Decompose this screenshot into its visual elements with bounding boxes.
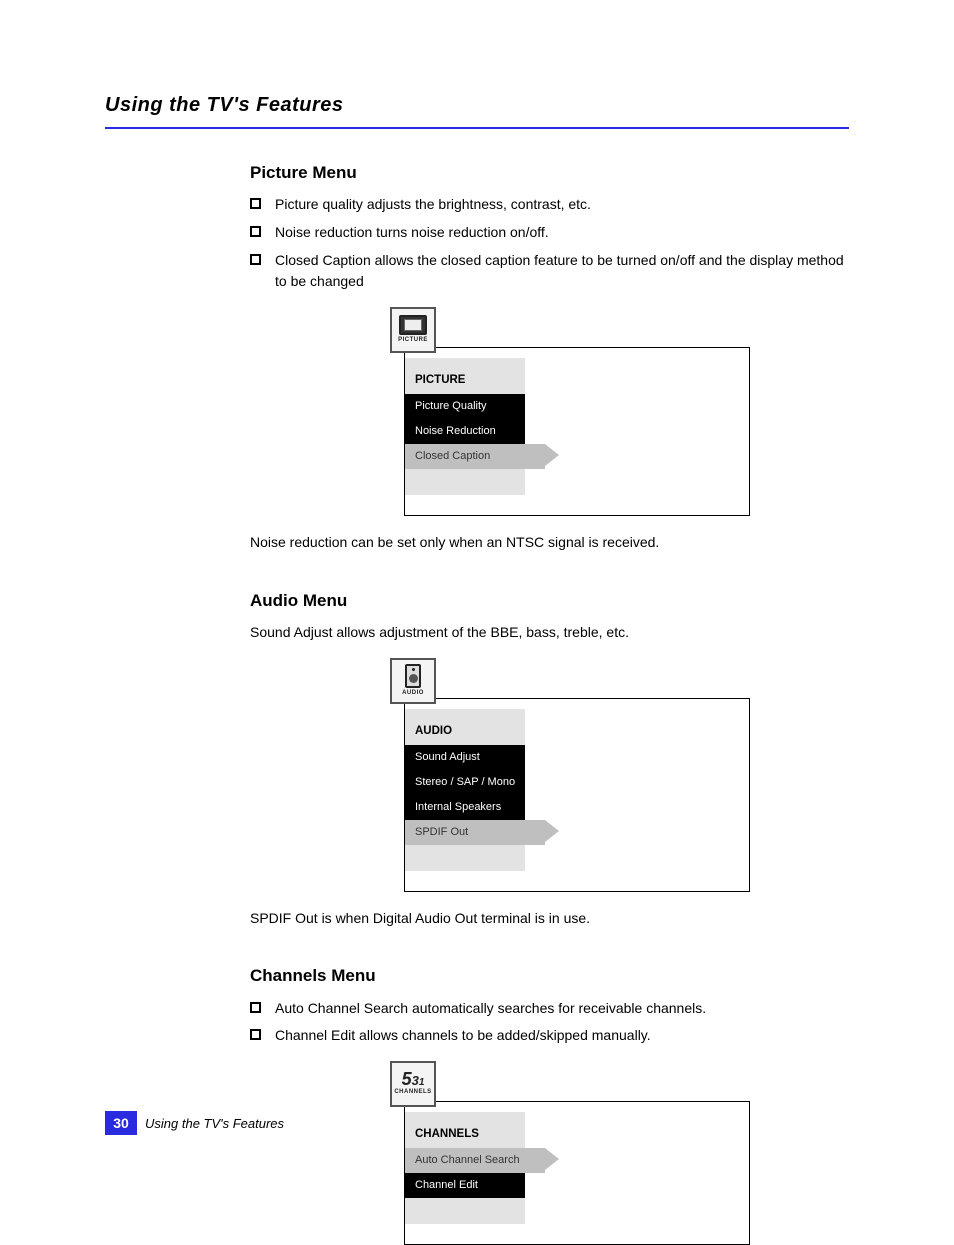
picture-icon-label: PICTURE: [398, 336, 428, 345]
channels-heading: Channels Menu: [250, 963, 849, 989]
picture-menu-figure: PICTURE PICTURE Picture Quality Noise Re…: [390, 307, 750, 516]
channels-numbers-icon: 531: [402, 1071, 425, 1087]
channels-menu-figure: 531 CHANNELS CHANNELS Auto Channel Searc…: [390, 1061, 750, 1245]
audio-menu-box: AUDIO Sound Adjust Stereo / SAP / Mono I…: [404, 698, 750, 892]
audio-note: SPDIF Out is when Digital Audio Out term…: [250, 908, 849, 930]
tv-icon: [399, 315, 427, 335]
channels-bullet-2: Channel Edit allows channels to be added…: [250, 1025, 849, 1047]
menu-item: Channel Edit: [405, 1173, 525, 1198]
menu-item: Noise Reduction: [405, 419, 525, 444]
menu-item: Internal Speakers: [405, 795, 525, 820]
bullet-text: Channel Edit allows channels to be added…: [275, 1025, 849, 1047]
channels-menu-box: CHANNELS Auto Channel Search Channel Edi…: [404, 1101, 750, 1245]
bullet-text: Auto Channel Search automatically search…: [275, 998, 849, 1020]
section-channels: Channels Menu Auto Channel Search automa…: [250, 963, 849, 1245]
picture-menu-sidebar: PICTURE Picture Quality Noise Reduction …: [405, 358, 525, 495]
header-title: Using the TV's Features: [105, 94, 849, 117]
audio-heading: Audio Menu: [250, 588, 849, 614]
menu-item: Sound Adjust: [405, 745, 525, 770]
picture-menu-box: PICTURE Picture Quality Noise Reduction …: [404, 347, 750, 516]
bullet-icon: [250, 226, 261, 237]
picture-bullet-2: Noise reduction turns noise reduction on…: [250, 222, 849, 244]
menu-item: Picture Quality: [405, 394, 525, 419]
main-content: Picture Menu Picture quality adjusts the…: [250, 160, 849, 1245]
picture-icon: PICTURE: [390, 307, 436, 353]
bullet-icon: [250, 1029, 261, 1040]
bullet-icon: [250, 198, 261, 209]
channels-icon-label: CHANNELS: [394, 1088, 431, 1097]
audio-menu-figure: AUDIO AUDIO Sound Adjust Stereo / SAP / …: [390, 658, 750, 892]
picture-bullet-3: Closed Caption allows the closed caption…: [250, 250, 849, 293]
picture-menu-title: PICTURE: [405, 368, 525, 394]
bullet-text: Closed Caption allows the closed caption…: [275, 250, 849, 293]
bullet-text: Picture quality adjusts the brightness, …: [275, 194, 849, 216]
bullet-icon: [250, 254, 261, 265]
menu-item-selected: SPDIF Out: [405, 820, 545, 845]
menu-item-selected: Closed Caption: [405, 444, 545, 469]
audio-icon: AUDIO: [390, 658, 436, 704]
menu-item: Stereo / SAP / Mono: [405, 770, 525, 795]
header-rule: [105, 127, 849, 129]
menu-item-selected: Auto Channel Search: [405, 1148, 545, 1173]
picture-heading: Picture Menu: [250, 160, 849, 186]
picture-bullet-1: Picture quality adjusts the brightness, …: [250, 194, 849, 216]
page-number: 30: [105, 1111, 137, 1135]
picture-note: Noise reduction can be set only when an …: [250, 532, 849, 554]
footer-text: Using the TV's Features: [145, 1111, 284, 1135]
channels-menu-sidebar: CHANNELS Auto Channel Search Channel Edi…: [405, 1112, 525, 1224]
channels-menu-title: CHANNELS: [405, 1122, 525, 1148]
bullet-icon: [250, 1002, 261, 1013]
section-audio: Audio Menu Sound Adjust allows adjustmen…: [250, 588, 849, 930]
page-header: Using the TV's Features: [105, 94, 849, 129]
bullet-text: Noise reduction turns noise reduction on…: [275, 222, 849, 244]
speaker-icon: [405, 664, 421, 688]
section-picture: Picture Menu Picture quality adjusts the…: [250, 160, 849, 554]
channels-bullet-1: Auto Channel Search automatically search…: [250, 998, 849, 1020]
audio-icon-label: AUDIO: [402, 689, 424, 698]
audio-menu-sidebar: AUDIO Sound Adjust Stereo / SAP / Mono I…: [405, 709, 525, 871]
audio-menu-title: AUDIO: [405, 719, 525, 745]
audio-lead: Sound Adjust allows adjustment of the BB…: [250, 622, 849, 644]
channels-icon: 531 CHANNELS: [390, 1061, 436, 1107]
